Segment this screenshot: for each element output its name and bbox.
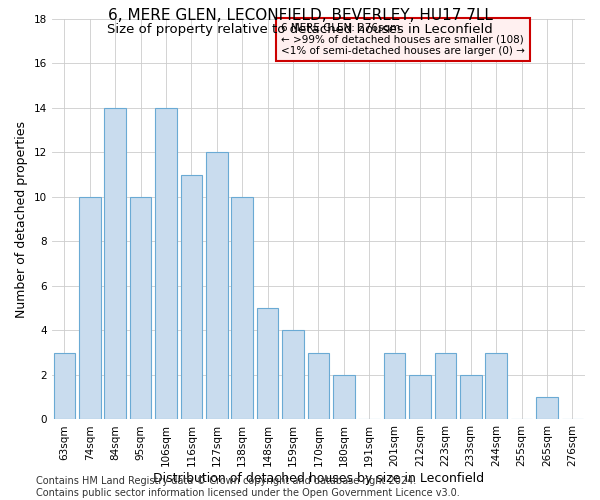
Bar	[53, 352, 75, 420]
Bar	[384, 352, 406, 420]
X-axis label: Distribution of detached houses by size in Leconfield: Distribution of detached houses by size …	[153, 472, 484, 485]
Bar	[536, 397, 557, 419]
Bar	[409, 375, 431, 420]
Bar	[79, 197, 101, 420]
Bar	[333, 375, 355, 420]
Bar	[485, 352, 507, 420]
Bar	[206, 152, 227, 420]
Text: Size of property relative to detached houses in Leconfield: Size of property relative to detached ho…	[107, 22, 493, 36]
Bar	[104, 108, 126, 420]
Bar	[155, 108, 177, 420]
Bar	[460, 375, 482, 420]
Text: 6, MERE GLEN, LECONFIELD, BEVERLEY, HU17 7LL: 6, MERE GLEN, LECONFIELD, BEVERLEY, HU17…	[107, 8, 493, 22]
Bar	[282, 330, 304, 420]
Bar	[130, 197, 151, 420]
Y-axis label: Number of detached properties: Number of detached properties	[15, 120, 28, 318]
Bar	[257, 308, 278, 420]
Text: Contains HM Land Registry data © Crown copyright and database right 2024.
Contai: Contains HM Land Registry data © Crown c…	[36, 476, 460, 498]
Text: 6 MERE GLEN: 276sqm
← >99% of detached houses are smaller (108)
<1% of semi-deta: 6 MERE GLEN: 276sqm ← >99% of detached h…	[281, 23, 525, 56]
Bar	[308, 352, 329, 420]
Bar	[434, 352, 456, 420]
Bar	[181, 174, 202, 420]
Bar	[232, 197, 253, 420]
